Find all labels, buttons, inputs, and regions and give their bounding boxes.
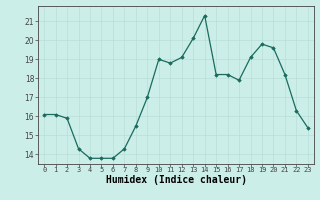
X-axis label: Humidex (Indice chaleur): Humidex (Indice chaleur) (106, 175, 246, 185)
